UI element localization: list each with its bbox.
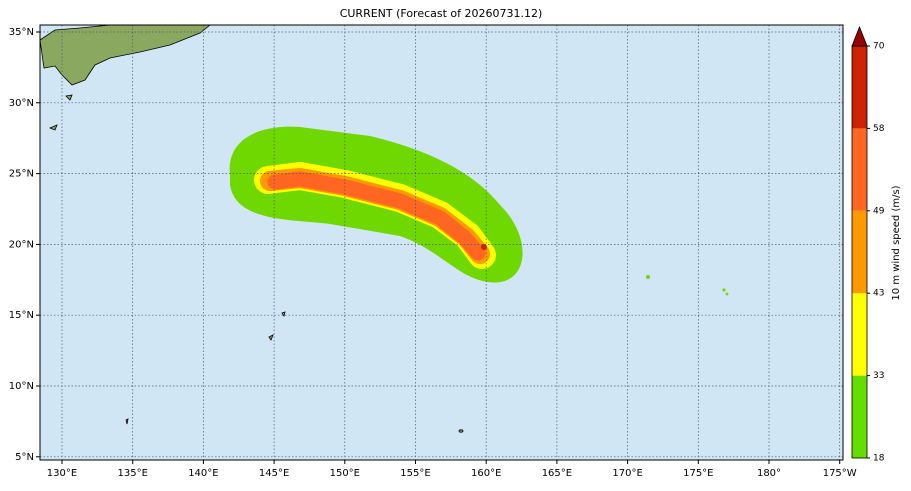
island: [268, 334, 274, 341]
colorbar-level: 58: [873, 124, 885, 134]
lat-label: 20°N: [9, 239, 34, 250]
map-area: [39, 24, 843, 460]
title: CURRENT (Forecast of 20260731.12): [340, 7, 543, 20]
lon-label: 160°E: [471, 468, 501, 479]
lon-label: 180°: [757, 468, 781, 479]
island: [48, 124, 58, 131]
colorbar-frame: [851, 45, 868, 459]
lat-label: 10°N: [9, 381, 34, 392]
island: [65, 94, 73, 101]
lon-label: 140°E: [188, 468, 218, 479]
lon-label: 135°E: [117, 468, 147, 479]
colorbar-label: 10 m wind speed (m/s): [891, 185, 902, 300]
lon-label: 155°E: [400, 468, 430, 479]
japan: [39, 24, 212, 86]
colorbar-level: 18: [873, 454, 885, 464]
lon-label: 145°E: [259, 468, 289, 479]
lon-label: 165°E: [542, 468, 572, 479]
colorbar-level: 70: [873, 42, 885, 52]
island: [458, 429, 464, 433]
island: [125, 418, 129, 425]
colorbar-level: 49: [873, 206, 885, 216]
wind-swath-core: [267, 171, 486, 261]
lat-label: 15°N: [9, 310, 34, 321]
lat-label: 5°N: [15, 452, 34, 463]
lon-label: 150°E: [330, 468, 360, 479]
lon-label: 175°W: [823, 468, 857, 479]
colorbar-segment: [852, 46, 867, 129]
wind-max: [481, 244, 487, 250]
lon-label: 170°E: [612, 468, 642, 479]
colorbar-segment: [852, 210, 867, 294]
colorbar-level: 43: [873, 289, 884, 299]
island-wind: [646, 275, 650, 279]
lon-label: 130°E: [47, 468, 77, 479]
colorbar-segment: [852, 375, 867, 458]
lat-label: 35°N: [9, 27, 34, 38]
lon-label: 175°E: [683, 468, 713, 479]
island: [281, 311, 286, 317]
colorbar-extend: [851, 25, 868, 47]
graticule: 130°E 135°E 140°E 145°E 150°E 155°E 160°E 165°E…: [9, 25, 857, 479]
colorbar-level: 33: [873, 371, 884, 381]
map-frame: [39, 24, 844, 461]
island-wind: [725, 292, 729, 296]
colorbar-segment: [852, 293, 867, 376]
colorbar: 18 33 43 49 58 70: [851, 25, 885, 464]
lat-label: 30°N: [9, 98, 34, 109]
island-wind: [722, 288, 726, 292]
colorbar-segment: [852, 128, 867, 211]
lat-label: 25°N: [9, 169, 34, 180]
